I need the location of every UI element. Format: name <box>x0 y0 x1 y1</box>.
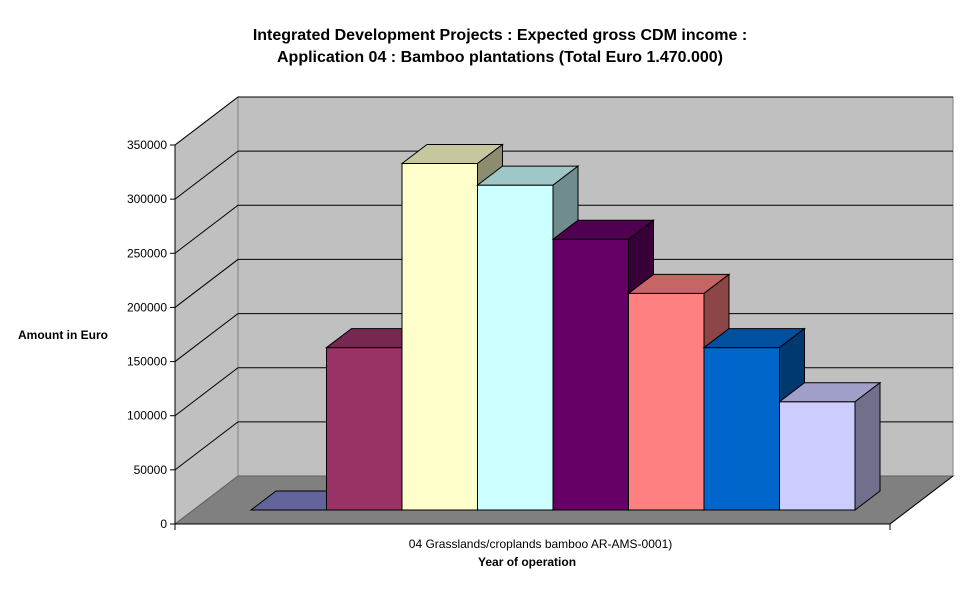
y-tick-label: 200000 <box>127 300 167 314</box>
gridline <box>174 258 953 308</box>
gridline <box>174 96 953 146</box>
y-tick-label: 150000 <box>127 355 167 369</box>
floor-edge-line <box>889 475 954 525</box>
bar-series-8 <box>778 381 882 512</box>
chart-title-line-1: Integrated Development Projects : Expect… <box>252 27 748 44</box>
chart-labels: 0 50000 100000 150000 200000 250000 300000 3500… <box>127 138 672 551</box>
y-tick-label: 100000 <box>127 409 167 423</box>
y-tick-label: 0 <box>160 517 167 531</box>
gridline <box>174 204 953 254</box>
bar-front-face <box>703 347 780 511</box>
y-axis-title: Amount in Euro <box>18 328 108 342</box>
bar-front-face <box>326 347 403 511</box>
y-tick-label: 300000 <box>127 192 167 206</box>
x-axis-title: Year of operation <box>478 555 577 569</box>
side-wall <box>174 95 239 526</box>
bar-front-face <box>477 184 554 511</box>
bar-front-face <box>779 401 856 511</box>
y-tick-label: 350000 <box>127 138 167 152</box>
chart-bars <box>249 143 882 512</box>
chart-title-line-2: Application 04 : Bamboo plantations (Tot… <box>277 49 723 66</box>
bar-front-face <box>628 292 705 511</box>
y-tick-label: 250000 <box>127 246 167 260</box>
y-tick-label: 50000 <box>134 463 168 477</box>
x-category-label: 04 Grasslands/croplands bamboo AR-AMS-00… <box>409 537 672 551</box>
bar-front-face <box>401 162 478 511</box>
chart-axes <box>170 144 954 530</box>
bar-front-face <box>552 238 629 511</box>
bar-side-face <box>854 381 881 512</box>
gridline <box>174 150 953 200</box>
